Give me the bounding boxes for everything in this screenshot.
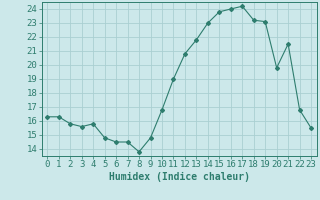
X-axis label: Humidex (Indice chaleur): Humidex (Indice chaleur) [109,172,250,182]
